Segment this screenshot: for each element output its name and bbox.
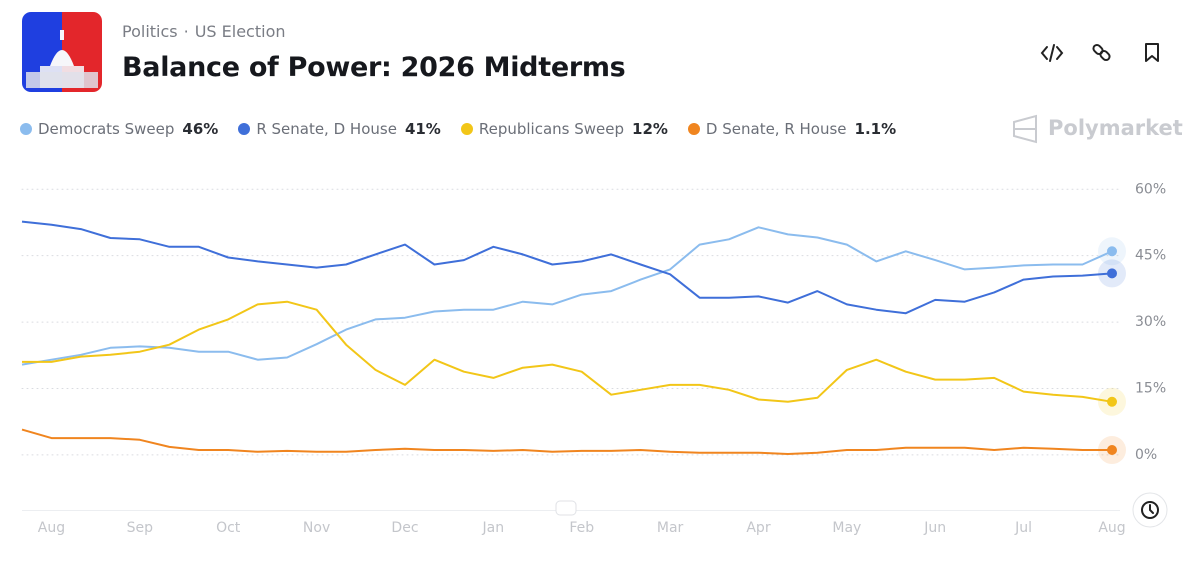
time-range-button[interactable]	[1132, 492, 1168, 528]
legend-swatch	[238, 123, 251, 135]
end-dot	[1107, 246, 1117, 257]
x-tick-label: Aug	[1098, 520, 1125, 536]
x-tick-label: Apr	[746, 520, 770, 536]
legend: Democrats Sweep 46% R Senate, D House 41% Re…	[20, 120, 896, 138]
x-tick-label: Aug	[38, 520, 65, 536]
separator: ·	[183, 22, 189, 41]
range-slider-handle[interactable]	[555, 500, 577, 516]
y-tick-label: 60%	[1135, 181, 1166, 197]
series-line	[21, 226, 1113, 366]
bookmark-button[interactable]	[1145, 43, 1159, 62]
legend-swatch	[460, 123, 473, 135]
category[interactable]: Politics	[122, 22, 178, 41]
legend-item: R Senate, D House 41%	[238, 120, 441, 138]
end-dot	[1107, 396, 1117, 407]
y-tick-label: 45%	[1135, 248, 1166, 264]
x-tick-label: Sep	[127, 520, 154, 536]
embed-button[interactable]	[1040, 44, 1064, 62]
subcategory[interactable]: US Election	[194, 22, 286, 41]
breadcrumb: Politics · US Election	[122, 22, 286, 41]
y-tick-label: 0%	[1135, 447, 1157, 463]
x-tick-label: Jul	[1014, 520, 1032, 536]
x-tick-label: Nov	[303, 520, 330, 536]
brand-logo	[1013, 114, 1037, 144]
legend-value: 1.1%	[854, 120, 897, 138]
legend-item: Democrats Sweep 46%	[20, 120, 218, 138]
series-line	[22, 300, 1113, 403]
legend-label: Democrats Sweep	[38, 120, 175, 138]
legend-item: Republicans Sweep 12%	[460, 120, 668, 138]
legend-swatch	[20, 123, 32, 135]
y-tick-label: 30%	[1135, 314, 1166, 330]
legend-label: R Senate, D House	[256, 120, 397, 138]
end-dot	[1107, 268, 1117, 279]
legend-item: D Senate, R House 1.1%	[687, 120, 897, 138]
series-line	[21, 220, 1113, 315]
brand-name: Polymarket	[1048, 116, 1183, 140]
legend-label: D Senate, R House	[705, 120, 847, 138]
x-tick-label: May	[832, 520, 861, 536]
x-tick-label: Mar	[657, 520, 684, 536]
legend-swatch	[687, 123, 700, 135]
x-tick-label: Feb	[569, 520, 594, 536]
legend-value: 12%	[632, 120, 668, 138]
x-tick-label: Jan	[482, 520, 505, 536]
legend-value: 41%	[404, 120, 441, 138]
legend-label: Republicans Sweep	[478, 120, 625, 138]
end-dot	[1107, 445, 1117, 456]
x-tick-label: Dec	[391, 520, 418, 536]
series-line	[21, 428, 1112, 455]
y-tick-label: 15%	[1135, 380, 1166, 396]
legend-value: 46%	[182, 120, 219, 138]
link-button[interactable]	[1092, 43, 1111, 62]
x-tick-label: Jun	[923, 520, 946, 536]
x-tick-label: Oct	[216, 520, 241, 536]
market-icon	[22, 12, 102, 92]
market-title: Balance of Power: 2026 Midterms	[122, 52, 626, 83]
